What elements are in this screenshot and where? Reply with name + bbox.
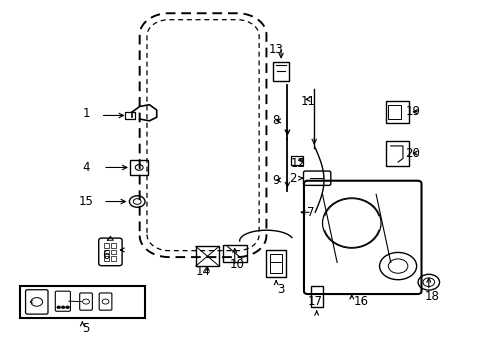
Bar xyxy=(385,140,408,166)
Text: 2: 2 xyxy=(289,172,296,185)
Text: 16: 16 xyxy=(353,296,368,309)
Bar xyxy=(111,249,116,254)
Circle shape xyxy=(57,306,61,309)
Text: 11: 11 xyxy=(300,95,315,108)
Text: 19: 19 xyxy=(405,105,419,118)
Text: 15: 15 xyxy=(79,195,93,208)
Bar xyxy=(273,62,288,81)
Bar xyxy=(104,243,109,248)
Text: 17: 17 xyxy=(307,296,322,309)
Text: 6: 6 xyxy=(102,249,109,262)
Circle shape xyxy=(65,306,69,309)
Bar xyxy=(20,286,144,318)
Text: 4: 4 xyxy=(82,161,90,174)
Bar xyxy=(310,286,322,307)
Bar xyxy=(111,243,116,248)
Bar xyxy=(266,250,285,277)
Bar xyxy=(222,244,246,262)
Text: 8: 8 xyxy=(272,114,279,127)
Text: 14: 14 xyxy=(195,265,210,278)
Text: 10: 10 xyxy=(229,258,244,271)
Bar xyxy=(270,253,282,273)
Bar xyxy=(291,156,303,165)
Text: 9: 9 xyxy=(272,174,279,186)
Bar xyxy=(125,112,135,119)
Bar xyxy=(387,105,400,119)
Text: 18: 18 xyxy=(424,290,439,303)
Text: 5: 5 xyxy=(82,322,89,335)
Bar xyxy=(104,249,109,254)
Text: 3: 3 xyxy=(277,283,284,296)
Bar xyxy=(385,101,408,123)
Bar xyxy=(111,256,116,261)
Bar xyxy=(104,256,109,261)
Text: 12: 12 xyxy=(290,157,305,170)
Text: 20: 20 xyxy=(405,147,419,159)
Circle shape xyxy=(61,306,65,309)
Text: 1: 1 xyxy=(82,107,90,120)
Text: 7: 7 xyxy=(306,206,313,219)
Text: 13: 13 xyxy=(268,42,283,55)
Bar xyxy=(130,159,148,175)
Bar xyxy=(195,246,219,266)
